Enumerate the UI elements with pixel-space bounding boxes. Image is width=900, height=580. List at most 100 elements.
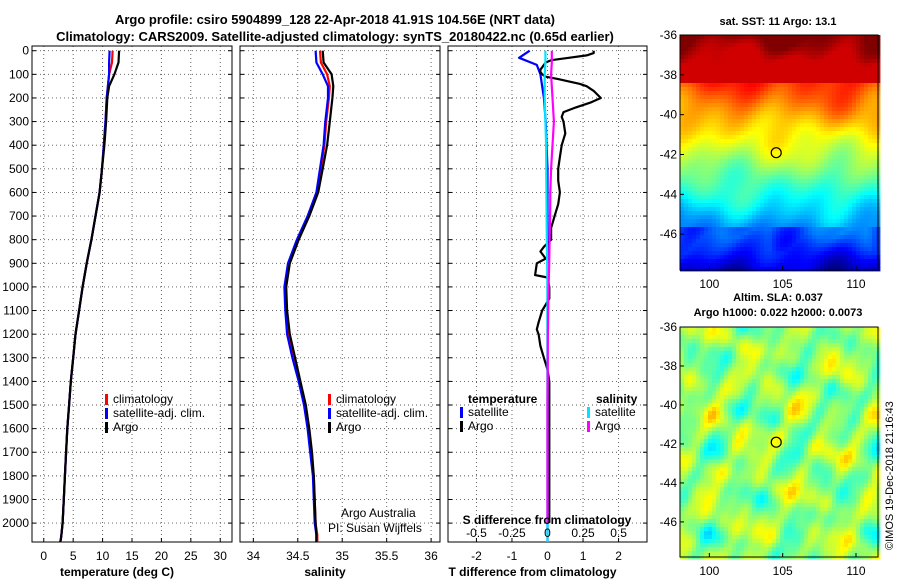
temperature-panel: 0100200300400500600700800900100011001200… — [2, 44, 233, 579]
diff-temperature-legend-label: Argo — [468, 419, 494, 433]
sla-map-subtitle: Argo h1000: 0.022 h2000: 0.0073 — [694, 307, 863, 319]
sla_map-x-tick-label: 110 — [846, 564, 865, 578]
salinity-x-tick-label: 36 — [424, 549, 438, 563]
differences-axis-label: T difference from climatology — [448, 565, 616, 579]
difference-line-temperature-argo — [533, 50, 602, 524]
sla_map-y-tick-label: -46 — [660, 515, 678, 529]
temperature-x-tick-label: 0 — [40, 549, 47, 563]
diff-salinity-legend-swatch — [587, 421, 590, 432]
sla_map: -36 -38 -40 -42 -44 -46 100 105 110 — [660, 320, 881, 578]
y-tick-label: 1000 — [2, 280, 29, 294]
diff-salinity-legend-label: satellite — [595, 405, 636, 419]
salinity-legend-label: Argo — [336, 420, 362, 434]
differences-x-tick-label: 1 — [580, 549, 587, 563]
sst_map-y-tick-label: -44 — [660, 187, 678, 201]
sst_map-x-tick-label: 105 — [773, 277, 793, 291]
y-tick-label: 400 — [9, 138, 29, 152]
temperature-line-argo — [59, 50, 121, 543]
salinity-legend-swatch — [328, 422, 331, 433]
y-tick-label: 1400 — [2, 374, 29, 388]
y-tick-label: 1800 — [2, 469, 29, 483]
sst_map-y-tick-label: -38 — [660, 68, 678, 82]
salinity-diff-tick-label: -0.5 — [466, 526, 487, 540]
temperature-x-tick-label: 30 — [214, 549, 228, 563]
diff-salinity-legend-label: Argo — [595, 419, 621, 433]
temperature-x-tick-label: 5 — [70, 549, 77, 563]
sla_map-cells — [680, 327, 881, 560]
sst_map: -36 -38 -40 -42 -44 -46 100 105 110 — [660, 28, 881, 291]
temperature-legend-label: satellite-adj. clim. — [113, 406, 205, 420]
y-tick-label: 2000 — [2, 516, 29, 530]
diff-temperature-legend-swatch — [460, 421, 463, 432]
salinity-line-satellite-adj-clim- — [283, 50, 330, 542]
salinity-x-tick-label: 35 — [336, 549, 350, 563]
differences-x-tick-label: 0 — [544, 549, 551, 563]
chart-title-line2: Climatology: CARS2009. Satellite-adjuste… — [56, 29, 614, 44]
difference-line-temperature-satellite — [517, 49, 549, 542]
salinity-diff-tick-label: -0.25 — [498, 526, 526, 540]
y-tick-label: 200 — [9, 91, 29, 105]
sla_map-y-tick-label: -38 — [660, 359, 678, 373]
temperature-x-tick-label: 20 — [155, 549, 169, 563]
temperature-x-tick-label: 25 — [184, 549, 198, 563]
sla_map-y-tick-label: -36 — [660, 320, 678, 334]
temperature-axis-label: temperature (deg C) — [60, 565, 174, 579]
salinity-panel: 34 34.5 35 35.5 36 salinity climatologysatelli… — [239, 45, 441, 579]
y-tick-label: 500 — [9, 162, 29, 176]
salinity-diff-tick-label: 0.5 — [610, 526, 627, 540]
y-tick-label: 600 — [9, 185, 29, 199]
salinity-legend-label: satellite-adj. clim. — [336, 406, 428, 420]
chart-title-line1: Argo profile: csiro 5904899_128 22-Apr-2… — [114, 12, 556, 27]
imos-stamp: ©IMOS 19-Dec-2018 21:16:43 — [884, 401, 896, 550]
y-tick-label: 100 — [9, 67, 29, 81]
diff-legend-title-salinity: salinity — [596, 392, 638, 406]
difference-line-salinity-argo — [546, 50, 556, 524]
sla_map-y-tick-label: -40 — [660, 398, 678, 412]
temperature-legend-swatch — [105, 408, 108, 419]
salinity-x-tick-label: 34 — [247, 549, 261, 563]
sla_map-x-tick-label: 100 — [699, 564, 719, 578]
diff-temperature-legend-swatch — [460, 407, 463, 418]
y-tick-label: 800 — [9, 233, 29, 247]
salinity-diff-tick-label: 0.25 — [571, 526, 595, 540]
y-tick-label: 900 — [9, 256, 29, 270]
sst_map-y-tick-label: -42 — [660, 147, 678, 161]
diff-temperature-legend-label: satellite — [468, 405, 509, 419]
salinity-legend-swatch — [328, 394, 331, 405]
salinity-diff-tick-label: 0 — [544, 526, 551, 540]
differences-panel: -2 -1 0 1 2 T difference from climatology -0.5… — [447, 45, 648, 579]
y-tick-label: 300 — [9, 115, 29, 129]
sst_map-y-tick-label: -40 — [660, 108, 678, 122]
sla-map-title: Altim. SLA: 0.037 — [733, 292, 823, 304]
differences-x-tick-label: -1 — [507, 549, 518, 563]
sla_map-frame — [679, 326, 879, 558]
y-tick-label: 1900 — [2, 492, 29, 506]
sst_map-y-tick-label: -36 — [660, 28, 678, 42]
diff-salinity-legend-swatch — [587, 407, 590, 418]
salinity-axis-label: salinity — [304, 565, 346, 579]
y-tick-label: 1100 — [3, 304, 29, 318]
salinity-x-tick-label: 34.5 — [286, 549, 310, 563]
salinity-line-argo — [285, 50, 335, 542]
sst_map-cells — [680, 35, 881, 272]
sst_map-frame — [679, 34, 879, 271]
sla_map-y-tick-label: -42 — [660, 437, 678, 451]
sst_map-y-tick-label: -46 — [660, 227, 678, 241]
sst_map-argo-location-marker — [770, 147, 782, 159]
credit-line2: PI: Susan Wijffels — [328, 521, 422, 535]
sla_map-y-tick-label: -44 — [660, 476, 678, 490]
temperature-x-tick-label: 15 — [125, 549, 139, 563]
salinity-frame — [239, 45, 441, 543]
y-tick-label: 1700 — [2, 445, 29, 459]
temperature-legend-label: climatology — [113, 392, 173, 406]
sla_map-x-tick-label: 105 — [773, 564, 793, 578]
y-tick-label: 1200 — [2, 327, 29, 341]
temperature-line-satellite-adj-clim- — [59, 50, 111, 543]
temperature-x-tick-label: 10 — [96, 549, 110, 563]
y-tick-label: 1300 — [2, 351, 29, 365]
salinity-legend-label: climatology — [336, 392, 396, 406]
y-tick-label: 1600 — [2, 422, 29, 436]
temperature-legend-label: Argo — [113, 420, 139, 434]
salinity-legend-swatch — [328, 408, 331, 419]
